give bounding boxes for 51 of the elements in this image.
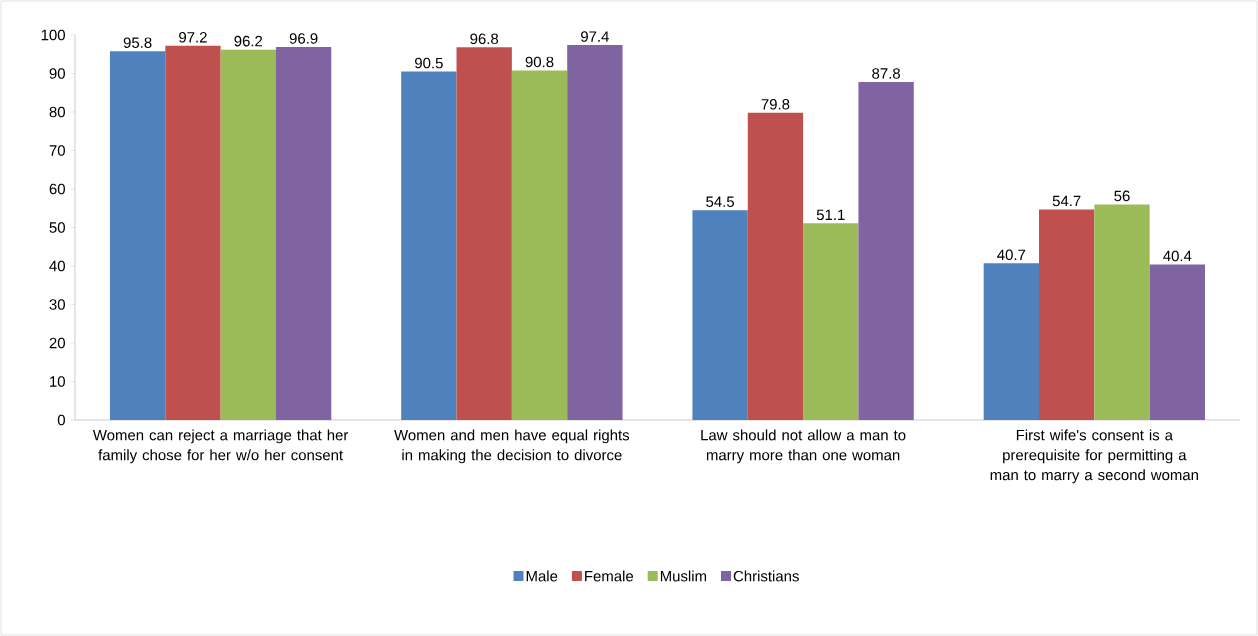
y-tick-label: 70 <box>49 145 65 156</box>
bar <box>165 45 221 420</box>
bar <box>511 70 568 420</box>
data-label: 96.8 <box>470 33 499 45</box>
legend-label: Male <box>526 570 558 582</box>
data-label: 97.4 <box>581 31 609 42</box>
x-tick-label: Law should not allow a man to marry more than one woman <box>701 429 906 464</box>
bar <box>567 45 623 420</box>
data-label: 96.9 <box>289 33 318 44</box>
bar <box>747 112 804 420</box>
legend-label: Christians <box>733 570 799 582</box>
bar <box>109 51 166 420</box>
data-label: 51.1 <box>816 209 845 221</box>
legend-label: Female <box>585 570 634 582</box>
data-label: 95.8 <box>123 37 152 48</box>
y-tick-label: 60 <box>49 183 65 195</box>
bar <box>1094 204 1150 420</box>
x-tick-label: First wife's consent is a prerequisite for permitting a man to marry a second woman <box>990 429 1198 484</box>
data-label: 40.7 <box>997 249 1026 261</box>
data-label: 54.7 <box>1052 195 1081 207</box>
x-tick-label: Women and men have equal rights in making the decision to divorce <box>394 429 630 464</box>
data-label: 40.4 <box>1163 250 1192 262</box>
data-label: 79.8 <box>761 98 790 110</box>
y-tick-label: 20 <box>49 337 65 349</box>
bar <box>983 263 1039 420</box>
bar <box>275 46 332 420</box>
data-label: 54.5 <box>706 196 735 207</box>
bar <box>401 71 457 420</box>
y-tick-label: 0 <box>57 414 65 426</box>
data-label: 87.8 <box>872 68 900 79</box>
bar <box>1039 209 1095 420</box>
y-tick-label: 80 <box>49 106 65 118</box>
y-tick-label: 90 <box>49 68 65 79</box>
y-tick-label: 50 <box>49 222 65 233</box>
bar <box>1149 264 1206 420</box>
bar <box>692 210 748 420</box>
data-label: 56 <box>1114 190 1130 202</box>
y-tick-label: 10 <box>50 376 65 387</box>
y-tick-label: 30 <box>49 299 65 310</box>
y-tick-label: 100 <box>41 29 65 41</box>
data-label: 90.5 <box>415 57 443 69</box>
bar <box>858 81 914 420</box>
legend-label: Muslim <box>660 570 707 582</box>
x-tick-label: Women can reject a marriage that her family chose for her w/o her consent <box>92 429 349 464</box>
data-label: 96.2 <box>234 35 263 47</box>
data-label: 97.2 <box>179 31 207 43</box>
data-label: 90.8 <box>525 56 554 68</box>
bar <box>456 47 512 420</box>
bar <box>803 223 859 420</box>
y-tick-label: 40 <box>49 260 65 272</box>
bar <box>220 49 276 420</box>
